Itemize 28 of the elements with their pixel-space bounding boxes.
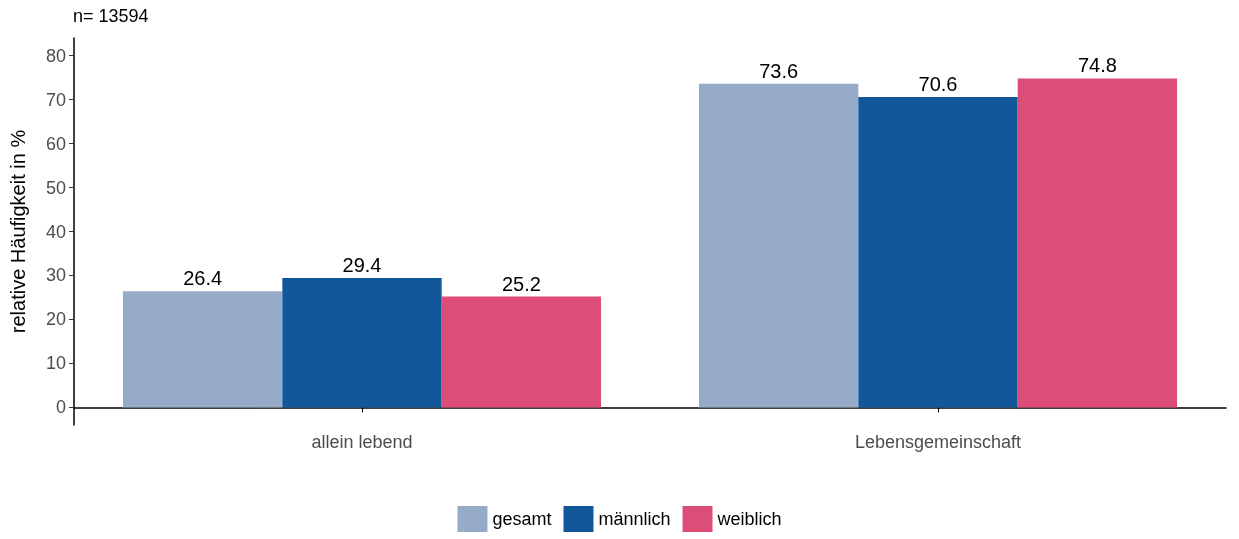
legend-label: männlich <box>598 509 671 529</box>
y-tick-label: 70 <box>45 89 66 110</box>
bar <box>122 291 283 408</box>
y-tick-label: 30 <box>45 265 66 286</box>
y-tick-label: 80 <box>45 45 66 66</box>
data-label: 29.4 <box>342 254 382 277</box>
data-label: 25.2 <box>501 272 541 295</box>
bar <box>282 278 442 408</box>
x-tick-label: allein lebend <box>311 432 413 452</box>
bar <box>858 96 1018 408</box>
bar <box>441 296 602 408</box>
data-label: 70.6 <box>918 72 958 95</box>
chart-title: n= 13594 <box>73 6 149 26</box>
y-tick-label: 40 <box>45 221 66 242</box>
y-tick-label: 60 <box>45 133 66 154</box>
legend-label: weiblich <box>716 509 782 529</box>
bar <box>698 83 859 408</box>
data-label: 26.4 <box>183 267 223 290</box>
y-tick-label: 20 <box>45 309 66 330</box>
legend-label: gesamt <box>492 509 552 529</box>
bar <box>1017 78 1178 408</box>
y-tick-label: 50 <box>45 177 66 198</box>
x-tick-label: Lebensgemeinschaft <box>854 432 1022 452</box>
y-tick-label: 10 <box>45 353 66 374</box>
y-tick-label: 0 <box>55 397 66 418</box>
data-label: 74.8 <box>1077 54 1117 77</box>
data-label: 73.6 <box>759 59 799 82</box>
y-axis-title: relative Häufigkeit in % <box>7 129 29 334</box>
